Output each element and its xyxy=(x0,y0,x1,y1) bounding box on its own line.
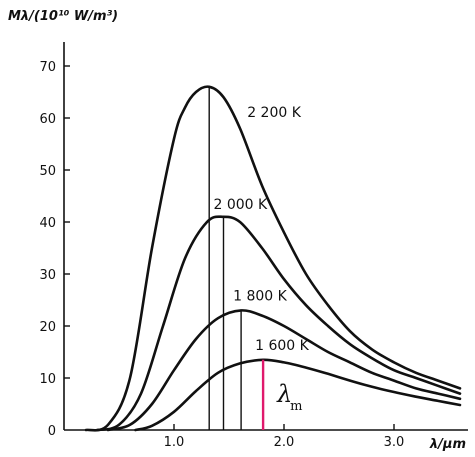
curve-label-2200k: 2 200 K xyxy=(247,105,302,121)
curve-labels: 2 200 K 2 000 K 1 800 K 1 600 K xyxy=(214,105,310,354)
peak-lines xyxy=(208,86,242,430)
y-tick-label: 50 xyxy=(39,164,56,179)
lambda-m-subscript: m xyxy=(290,399,302,414)
x-tick-label: 1.0 xyxy=(164,435,185,450)
axes: Mλ/(10¹⁰ W/m³) λ/μm xyxy=(8,9,468,452)
curve-1800k xyxy=(106,309,462,432)
lambda-m-symbol: λ xyxy=(276,380,292,408)
y-axis-label: Mλ/(10¹⁰ W/m³) xyxy=(8,9,118,24)
x-tick-label: 3.0 xyxy=(384,435,405,450)
y-ticks: 0 10 20 30 40 50 60 70 xyxy=(39,60,70,439)
y-tick-label: 40 xyxy=(39,216,56,231)
curve-2200k xyxy=(84,85,462,432)
curve-label-1600k: 1 600 K xyxy=(255,338,310,354)
y-tick-label: 30 xyxy=(39,268,56,283)
curve-label-1800k: 1 800 K xyxy=(233,288,288,304)
lambda-m-annotation: λm xyxy=(261,359,302,430)
curve-1600k xyxy=(134,358,462,432)
y-tick-label: 60 xyxy=(39,112,56,127)
curve-label-2000k: 2 000 K xyxy=(214,197,269,213)
y-tick-label: 20 xyxy=(39,320,56,335)
x-axis-label: λ/μm xyxy=(429,437,466,452)
x-ticks: 1.0 2.0 3.0 xyxy=(164,424,405,450)
x-tick-label: 2.0 xyxy=(274,435,295,450)
curves xyxy=(84,85,462,432)
y-tick-label: 10 xyxy=(39,372,56,387)
y-tick-label: 70 xyxy=(39,60,56,75)
y-tick-label: 0 xyxy=(48,424,56,439)
curve-2000k xyxy=(95,215,462,432)
